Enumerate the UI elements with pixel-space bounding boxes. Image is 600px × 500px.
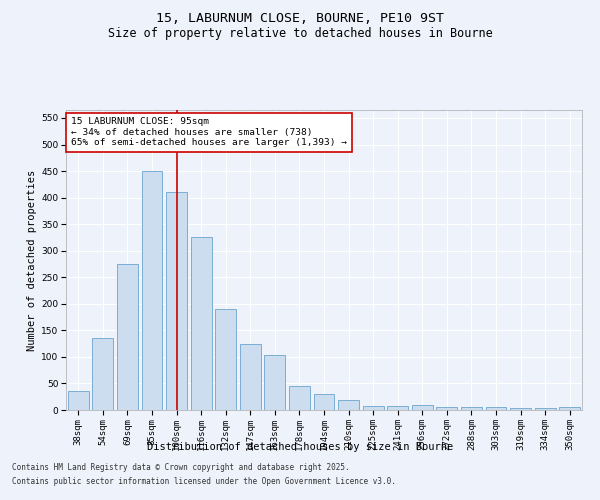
Bar — [240, 344, 261, 410]
Text: 15, LABURNUM CLOSE, BOURNE, PE10 9ST: 15, LABURNUM CLOSE, BOURNE, PE10 9ST — [156, 12, 444, 26]
Bar — [412, 404, 433, 410]
Bar — [485, 408, 506, 410]
Bar — [559, 407, 580, 410]
Bar — [166, 192, 187, 410]
Bar — [436, 408, 457, 410]
Bar — [289, 386, 310, 410]
Bar — [362, 406, 383, 410]
Bar — [535, 408, 556, 410]
Text: Size of property relative to detached houses in Bourne: Size of property relative to detached ho… — [107, 28, 493, 40]
Bar — [117, 264, 138, 410]
Bar — [387, 406, 408, 410]
Bar — [142, 171, 163, 410]
Bar — [265, 356, 286, 410]
Text: Distribution of detached houses by size in Bourne: Distribution of detached houses by size … — [147, 442, 453, 452]
Bar — [92, 338, 113, 410]
Bar — [314, 394, 334, 410]
Bar — [215, 309, 236, 410]
Text: 15 LABURNUM CLOSE: 95sqm
← 34% of detached houses are smaller (738)
65% of semi-: 15 LABURNUM CLOSE: 95sqm ← 34% of detach… — [71, 118, 347, 148]
Bar — [461, 408, 482, 410]
Bar — [338, 400, 359, 410]
Bar — [68, 392, 89, 410]
Bar — [191, 238, 212, 410]
Y-axis label: Number of detached properties: Number of detached properties — [27, 170, 37, 350]
Bar — [510, 408, 531, 410]
Text: Contains public sector information licensed under the Open Government Licence v3: Contains public sector information licen… — [12, 477, 396, 486]
Text: Contains HM Land Registry data © Crown copyright and database right 2025.: Contains HM Land Registry data © Crown c… — [12, 464, 350, 472]
